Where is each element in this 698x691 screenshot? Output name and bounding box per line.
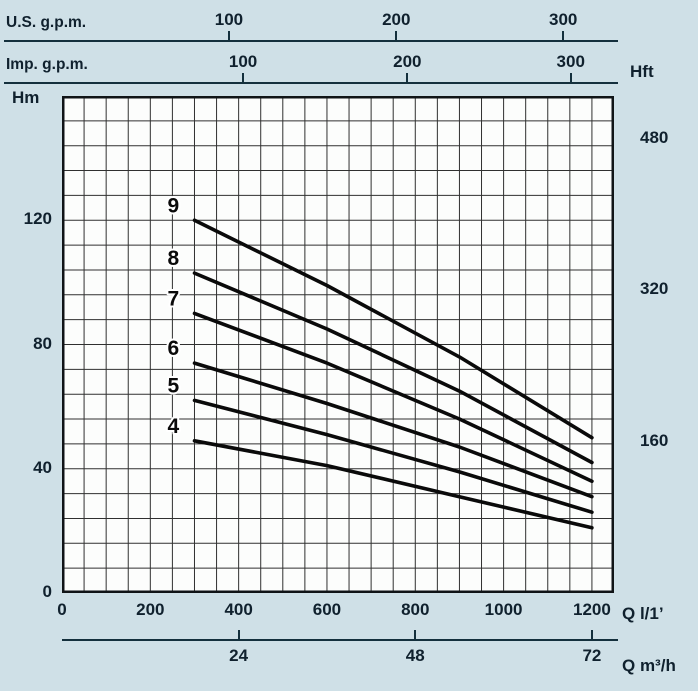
imp-gpm-axis-line bbox=[4, 82, 618, 84]
plot-area: 9 8 7 6 5 4 bbox=[61, 95, 615, 594]
imp-gpm-axis-title: Imp. g.p.m. bbox=[6, 56, 88, 73]
m3h-tick bbox=[414, 630, 417, 639]
us-gpm-tick bbox=[562, 31, 565, 40]
us-gpm-tick-label: 200 bbox=[382, 10, 411, 29]
us-gpm-axis-title: U.S. g.p.m. bbox=[6, 14, 87, 31]
us-gpm-tick bbox=[395, 31, 398, 40]
x-tick-label: 1000 bbox=[484, 600, 523, 619]
us-gpm-tick-label: 300 bbox=[549, 10, 578, 29]
m3h-axis-line bbox=[62, 639, 618, 641]
y-tick-label: 0 bbox=[42, 582, 52, 601]
plot-border bbox=[62, 96, 614, 593]
x-tick-label: 800 bbox=[401, 600, 430, 619]
curve-5 bbox=[192, 398, 594, 514]
hft-tick-label: 320 bbox=[640, 279, 669, 299]
x-tick-label: 600 bbox=[312, 600, 342, 619]
curve-6 bbox=[192, 361, 594, 499]
x-tick-label: 200 bbox=[136, 600, 165, 619]
us-gpm-axis-line bbox=[4, 40, 618, 42]
y-axis-title: Hm bbox=[12, 88, 40, 107]
y-tick-label: 40 bbox=[33, 457, 52, 477]
curve-7 bbox=[192, 311, 594, 483]
us-gpm-tick bbox=[227, 31, 230, 40]
right-axis-title: Hft bbox=[630, 62, 654, 81]
m3h-tick bbox=[590, 630, 593, 639]
us-gpm-tick-label: 100 bbox=[214, 10, 244, 29]
imp-gpm-tick-label: 300 bbox=[556, 52, 585, 71]
x-tick-label: 400 bbox=[224, 600, 253, 619]
imp-gpm-tick bbox=[406, 73, 409, 82]
curve-label-9: 9 bbox=[167, 194, 179, 217]
imp-gpm-tick bbox=[569, 73, 572, 82]
curve-8 bbox=[192, 271, 594, 465]
x-tick-label: 0 bbox=[57, 600, 67, 619]
x-tick-label: 1200 bbox=[572, 600, 611, 619]
hft-tick-label: 160 bbox=[640, 430, 669, 450]
chart-canvas: 9 8 7 6 5 4 bbox=[61, 95, 615, 594]
curve-label-7: 7 bbox=[167, 287, 179, 310]
y-tick-label: 120 bbox=[23, 209, 52, 229]
m3h-tick-label: 24 bbox=[229, 646, 249, 665]
m3h-tick-label: 72 bbox=[582, 646, 602, 665]
curve-label-6: 6 bbox=[167, 337, 179, 360]
hft-tick-label: 480 bbox=[640, 127, 669, 147]
imp-gpm-tick-label: 200 bbox=[393, 52, 422, 71]
x-axis-title: Q l/1’ bbox=[622, 604, 664, 623]
m3h-tick-label: 48 bbox=[405, 646, 425, 665]
curve-label-5: 5 bbox=[167, 374, 179, 397]
y-tick-label: 80 bbox=[33, 333, 52, 353]
grid bbox=[61, 95, 615, 594]
curve-label-4: 4 bbox=[167, 415, 179, 438]
curve-9 bbox=[192, 218, 594, 440]
m3h-axis-title: Q m³/h bbox=[622, 656, 676, 675]
curve-label-8: 8 bbox=[167, 247, 179, 270]
m3h-tick bbox=[237, 630, 240, 639]
curve-4 bbox=[192, 439, 594, 530]
imp-gpm-tick bbox=[242, 73, 245, 82]
imp-gpm-tick-label: 100 bbox=[228, 52, 258, 71]
